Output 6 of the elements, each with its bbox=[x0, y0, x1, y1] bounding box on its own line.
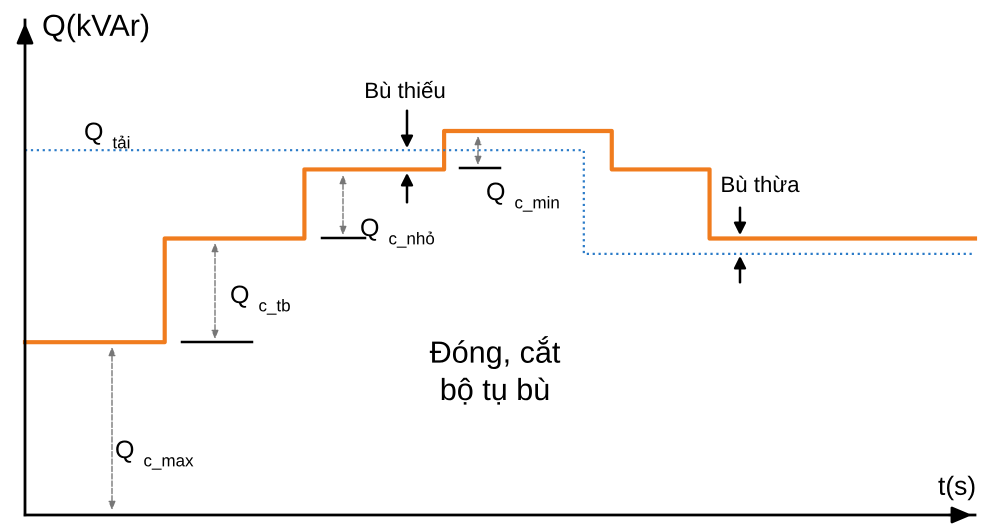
annotation: Đóng, cắt bộ tụ bù bbox=[430, 336, 560, 405]
x-axis-title: t(s) bbox=[938, 476, 974, 500]
y-axis-title: Q(kVAr) bbox=[43, 14, 148, 42]
annotation: Bù thừa bbox=[722, 176, 800, 192]
text: Bù thiếu bbox=[366, 80, 444, 98]
annotation: Qc_max bbox=[116, 440, 194, 470]
